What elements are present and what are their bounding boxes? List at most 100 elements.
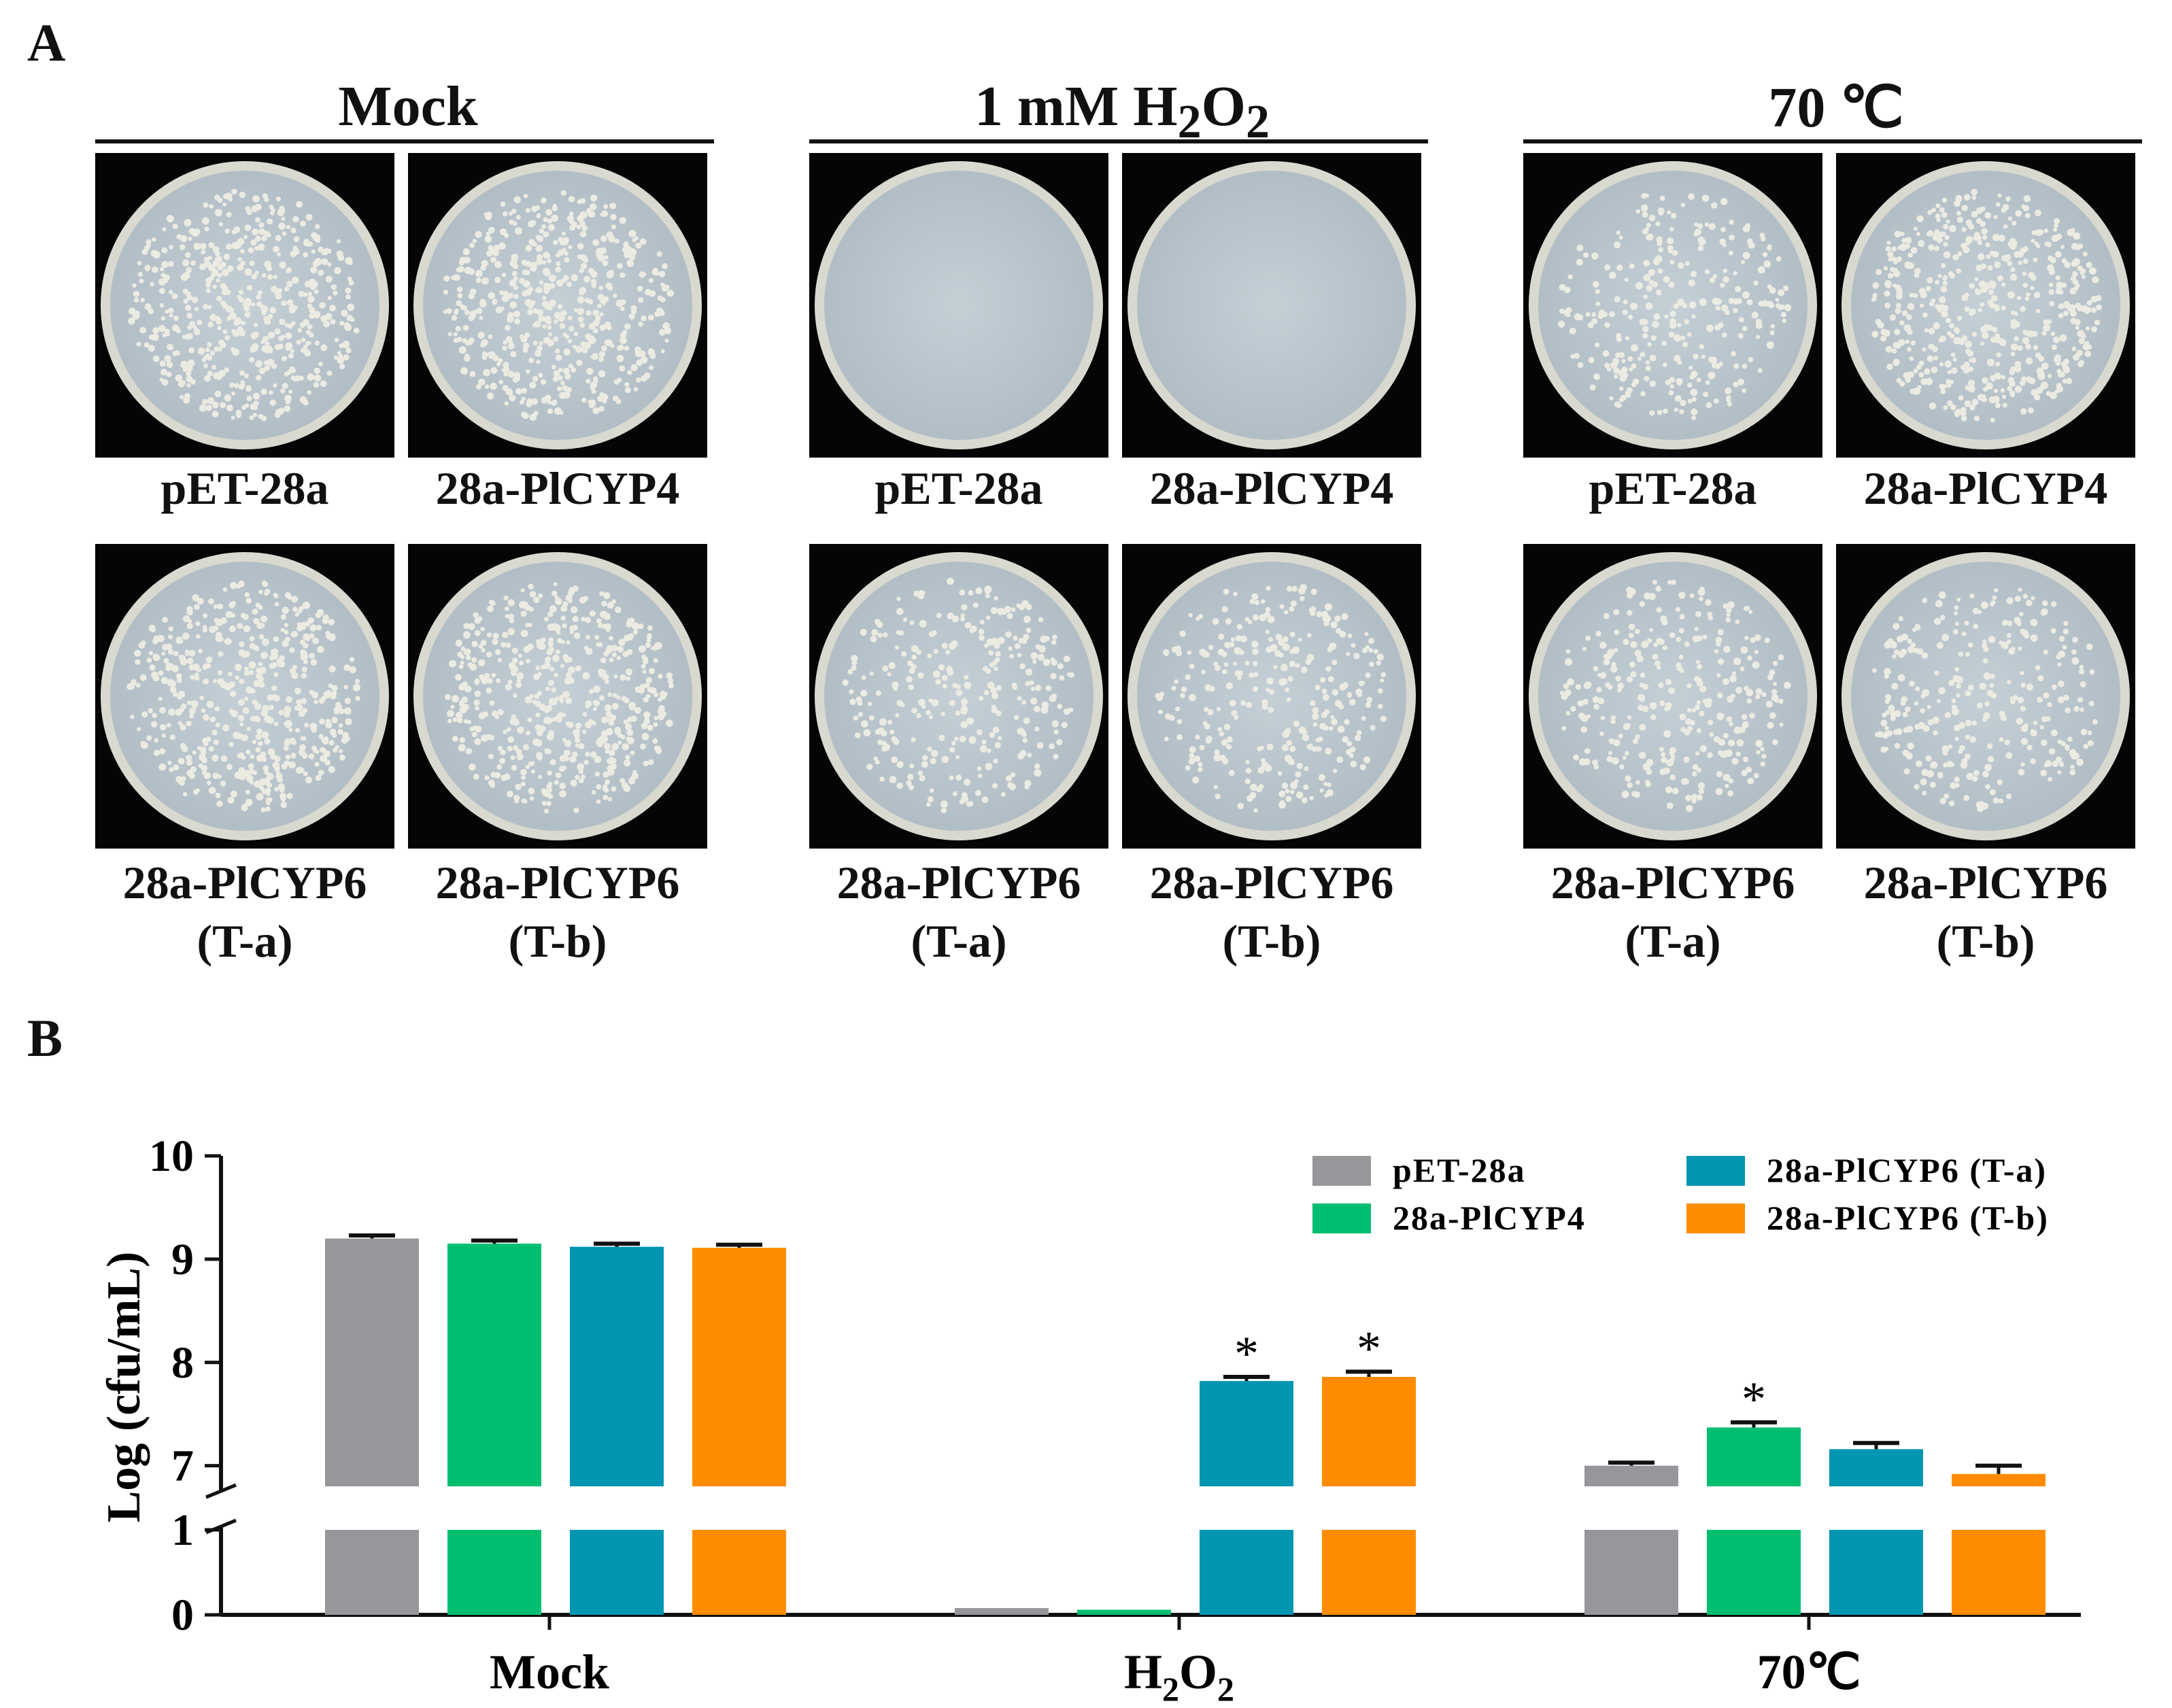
plate-label-line1: 28a-PlCYP4 [1863, 462, 2108, 514]
group-title-sub1: 2 [1177, 95, 1202, 148]
plate-label: 28a-PlCYP6 (T-b) [381, 853, 734, 970]
petri-dish-image [413, 552, 702, 840]
plate-label-line1: pET-28a [875, 462, 1043, 514]
plate-label: 28a-PlCYP4 [1095, 459, 1448, 517]
group-title-main: 1 mM H [974, 75, 1178, 138]
plate-photo [408, 544, 707, 849]
x-category-label: 70℃ [1757, 1645, 1861, 1699]
petri-dish-image [101, 161, 389, 449]
plate-label-line1: 28a-PlCYP6 [1550, 857, 1795, 908]
petri-dish-image [1529, 552, 1817, 840]
plate-photo [1523, 153, 1822, 458]
bar-lower [570, 1530, 664, 1615]
bar-upper [692, 1248, 786, 1486]
bar-lower [692, 1530, 786, 1615]
group-underline [95, 139, 714, 143]
group-title-main: Mock [338, 75, 478, 138]
plate-label-line1: 28a-PlCYP6 [1149, 857, 1394, 908]
bar-lower [1322, 1530, 1416, 1615]
group-underline [1523, 139, 2142, 143]
group-title-sub2: 2 [1245, 95, 1270, 148]
x-category-label-main: 70℃ [1757, 1645, 1861, 1699]
plate-photo [1836, 544, 2135, 849]
bar-lower [447, 1530, 541, 1615]
bar-upper [1952, 1473, 2046, 1486]
group-title: 70 ℃ [1523, 73, 2149, 151]
plate-photo [1836, 153, 2135, 458]
x-category-label: Mock [490, 1645, 609, 1699]
bar-lower [1707, 1530, 1801, 1615]
legend-swatch [1312, 1203, 1371, 1233]
petri-dish-image [1529, 161, 1817, 449]
plate-label: 28a-PlCYP4 [1809, 459, 2162, 517]
plate-label: 28a-PlCYP6 (T-b) [1095, 853, 1448, 970]
bar-upper [325, 1238, 419, 1486]
plate-label-line1: 28a-PlCYP4 [1149, 462, 1394, 514]
plate-photo [1122, 544, 1421, 849]
plate-photo [408, 153, 707, 458]
significance-marker: * [1357, 1321, 1381, 1376]
plate-photo [809, 544, 1108, 849]
bar-upper [1200, 1381, 1293, 1486]
plate-label-line2: (T-b) [1936, 915, 2035, 967]
y-tick-label: 8 [171, 1338, 194, 1388]
x-category-label: H2O2 [1124, 1645, 1234, 1708]
petri-dish-image [413, 161, 702, 449]
plate-label-line1: 28a-PlCYP4 [435, 462, 680, 514]
plate-label-line2: (T-a) [197, 915, 293, 967]
group-underline [809, 139, 1428, 143]
x-category-label-sub1: 2 [1162, 1670, 1179, 1708]
plate-label-line2: (T-a) [1625, 915, 1721, 967]
y-tick-label: 1 [171, 1505, 194, 1555]
legend-label: pET-28a [1393, 1151, 1526, 1189]
legend-label: 28a-PlCYP6 (T-a) [1767, 1151, 2047, 1189]
plate-label: 28a-PlCYP4 [381, 459, 734, 517]
petri-dish-image [815, 552, 1103, 840]
x-category-label-main: H [1124, 1645, 1162, 1699]
bar-lower [1952, 1530, 2046, 1615]
bar-lower [325, 1530, 419, 1615]
plate-label-line1: 28a-PlCYP6 [1863, 857, 2108, 908]
legend-swatch [1312, 1156, 1371, 1186]
y-tick-label: 0 [171, 1590, 194, 1640]
group-title-mid: O [1201, 75, 1246, 138]
bar-lower [955, 1608, 1049, 1615]
plate-label: pET-28a [1496, 459, 1850, 517]
y-axis-label: Log (cfu/mL) [98, 1252, 150, 1523]
significance-marker: * [1742, 1372, 1766, 1427]
plate-label-line2: (T-a) [911, 915, 1007, 967]
legend-label: 28a-PlCYP6 (T-b) [1767, 1199, 2049, 1237]
legend-swatch [1686, 1203, 1745, 1233]
plate-label: 28a-PlCYP6 (T-b) [1809, 853, 2162, 970]
petri-dish-image [1842, 161, 2130, 449]
group-title-main: 70 ℃ [1768, 76, 1904, 139]
petri-dish-image [101, 552, 389, 840]
plate-label: 28a-PlCYP6 (T-a) [68, 853, 422, 970]
petri-dish-image [1842, 552, 2130, 840]
plate-photo [1122, 153, 1421, 458]
panel-b-letter: B [27, 1008, 63, 1068]
plate-label-line1: pET-28a [1589, 462, 1757, 514]
plate-label: 28a-PlCYP6 (T-a) [782, 853, 1136, 970]
bar-upper [1322, 1377, 1416, 1486]
plate-label-line2: (T-b) [508, 915, 607, 967]
plate-label-line2: (T-b) [1222, 915, 1321, 967]
y-tick-label: 7 [171, 1441, 194, 1491]
x-category-label-sub2: 2 [1217, 1670, 1234, 1708]
bar-upper [1584, 1465, 1678, 1486]
plate-label: 28a-PlCYP6 (T-a) [1496, 853, 1850, 970]
legend-swatch [1686, 1156, 1745, 1186]
bar-upper [1829, 1449, 1923, 1486]
group-title: 1 mM H2O2 [809, 73, 1435, 150]
plate-photo [809, 153, 1108, 458]
bar-lower [1200, 1530, 1293, 1615]
petri-dish-image [1127, 552, 1416, 840]
x-category-label-mid: O [1179, 1645, 1217, 1699]
x-category-label-main: Mock [490, 1645, 609, 1699]
plate-photo [95, 544, 394, 849]
axis-break-mark [205, 1483, 237, 1499]
y-tick-label: 9 [171, 1235, 194, 1284]
plate-label: pET-28a [782, 459, 1136, 517]
bar-lower [1584, 1530, 1678, 1615]
